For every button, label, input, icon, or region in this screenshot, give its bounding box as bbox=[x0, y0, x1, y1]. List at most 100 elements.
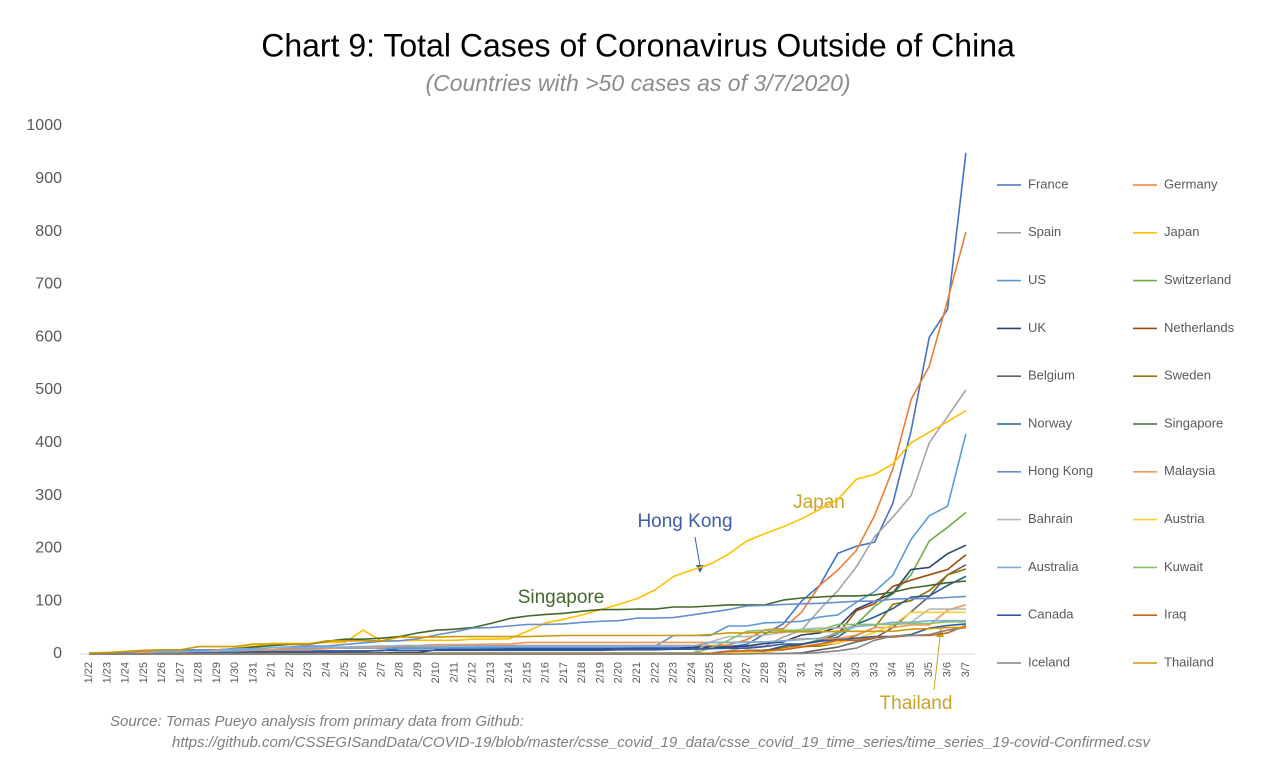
legend-label: US bbox=[1028, 272, 1046, 287]
x-tick-label: 1/26 bbox=[156, 662, 168, 683]
x-tick-label: 2/26 bbox=[722, 662, 734, 683]
annotation: Hong Kong bbox=[637, 511, 732, 532]
y-tick-label: 900 bbox=[35, 170, 62, 187]
x-tick-label: 2/8 bbox=[394, 662, 406, 677]
x-tick-label: 2/15 bbox=[521, 662, 533, 683]
series-line bbox=[89, 623, 966, 655]
source-line: Source: Tomas Pueyo analysis from primar… bbox=[110, 713, 524, 730]
source-line: https://github.com/CSSEGISandData/COVID-… bbox=[172, 734, 1151, 751]
legend-label: Iraq bbox=[1164, 607, 1186, 622]
x-tick-label: 2/17 bbox=[558, 662, 570, 683]
x-tick-label: 2/12 bbox=[467, 662, 479, 683]
x-tick-label: 1/22 bbox=[83, 662, 95, 683]
x-tick-label: 2/10 bbox=[430, 662, 442, 683]
legend-label: Belgium bbox=[1028, 368, 1075, 383]
legend-label: UK bbox=[1028, 320, 1046, 335]
legend-label: Canada bbox=[1028, 607, 1074, 622]
x-tick-label: 2/1 bbox=[266, 662, 278, 677]
x-tick-label: 1/24 bbox=[120, 662, 132, 683]
annotation-arrow bbox=[694, 536, 701, 567]
legend-label: Switzerland bbox=[1164, 272, 1231, 287]
x-tick-label: 2/28 bbox=[759, 662, 771, 683]
x-tick-label: 1/31 bbox=[247, 662, 259, 683]
y-tick-label: 200 bbox=[35, 540, 62, 557]
x-tick-label: 2/9 bbox=[412, 662, 424, 677]
x-tick-label: 3/7 bbox=[960, 662, 972, 677]
y-tick-label: 400 bbox=[35, 434, 62, 451]
legend-label: Netherlands bbox=[1164, 320, 1235, 335]
annotation-arrow bbox=[933, 635, 941, 691]
x-tick-label: 1/28 bbox=[193, 662, 205, 683]
x-tick-label: 3/6 bbox=[942, 662, 954, 677]
y-tick-label: 300 bbox=[35, 487, 62, 504]
x-tick-label: 3/3 bbox=[868, 662, 880, 677]
legend-label: Austria bbox=[1164, 511, 1205, 526]
x-tick-label: 2/19 bbox=[594, 662, 606, 683]
annotation: Thailand bbox=[880, 693, 953, 714]
x-tick-label: 3/1 bbox=[814, 662, 826, 677]
x-tick-label: 2/29 bbox=[777, 662, 789, 683]
legend-label: Germany bbox=[1164, 176, 1218, 191]
annotation: Japan bbox=[793, 492, 845, 513]
x-tick-label: 3/2 bbox=[832, 662, 844, 677]
x-tick-label: 2/24 bbox=[686, 662, 698, 683]
x-tick-label: 2/6 bbox=[357, 662, 369, 677]
y-tick-label: 700 bbox=[35, 276, 62, 293]
x-tick-label: 1/23 bbox=[101, 662, 113, 683]
legend-label: Malaysia bbox=[1164, 463, 1216, 478]
legend-label: Spain bbox=[1028, 224, 1061, 239]
x-tick-label: 3/5 bbox=[923, 662, 935, 677]
legend-label: Bahrain bbox=[1028, 511, 1073, 526]
legend-label: Sweden bbox=[1164, 368, 1211, 383]
x-tick-label: 2/16 bbox=[540, 662, 552, 683]
y-tick-label: 500 bbox=[35, 381, 62, 398]
x-tick-label: 2/11 bbox=[448, 662, 460, 683]
series-line bbox=[89, 619, 966, 655]
series-line bbox=[89, 626, 966, 654]
legend-label: Singapore bbox=[1164, 415, 1223, 430]
legend-label: France bbox=[1028, 176, 1068, 191]
y-tick-label: 600 bbox=[35, 328, 62, 345]
x-tick-label: 3/4 bbox=[887, 662, 899, 677]
x-tick-label: 2/3 bbox=[302, 662, 314, 677]
series-line bbox=[89, 433, 967, 655]
x-tick-label: 1/25 bbox=[138, 662, 150, 683]
x-tick-label: 2/2 bbox=[284, 662, 296, 677]
x-tick-label: 2/23 bbox=[668, 662, 680, 683]
x-tick-label: 2/13 bbox=[485, 662, 497, 683]
x-tick-label: 2/5 bbox=[339, 662, 351, 677]
series-line bbox=[89, 626, 967, 655]
legend-label: Japan bbox=[1164, 224, 1199, 239]
x-tick-label: 3/1 bbox=[795, 662, 807, 677]
series-line bbox=[89, 152, 967, 655]
x-tick-label: 1/27 bbox=[174, 662, 186, 683]
series-line bbox=[89, 409, 967, 655]
chart-title: Chart 9: Total Cases of Coronavirus Outs… bbox=[261, 27, 1015, 63]
legend-label: Australia bbox=[1028, 559, 1079, 574]
x-tick-label: 2/18 bbox=[576, 662, 588, 683]
y-tick-label: 0 bbox=[53, 645, 62, 662]
x-tick-label: 2/4 bbox=[320, 662, 332, 677]
y-tick-label: 1000 bbox=[26, 117, 62, 134]
x-tick-label: 2/22 bbox=[649, 662, 661, 683]
x-tick-label: 2/21 bbox=[631, 662, 643, 683]
y-tick-label: 800 bbox=[35, 223, 62, 240]
legend-label: Hong Kong bbox=[1028, 463, 1093, 478]
series-line bbox=[89, 389, 967, 655]
chart-subtitle: (Countries with >50 cases as of 3/7/2020… bbox=[425, 70, 850, 96]
legend-label: Thailand bbox=[1164, 654, 1214, 669]
x-tick-label: 2/20 bbox=[613, 662, 625, 683]
legend-label: Norway bbox=[1028, 415, 1073, 430]
y-tick-label: 100 bbox=[35, 592, 62, 609]
legend-label: Iceland bbox=[1028, 654, 1070, 669]
x-tick-label: 1/29 bbox=[211, 662, 223, 683]
x-tick-label: 2/14 bbox=[503, 662, 515, 683]
legend-label: Kuwait bbox=[1164, 559, 1203, 574]
x-tick-label: 1/30 bbox=[229, 662, 241, 683]
x-tick-label: 3/3 bbox=[850, 662, 862, 677]
annotation: Singapore bbox=[518, 587, 605, 608]
x-tick-label: 2/25 bbox=[704, 662, 716, 683]
series-line bbox=[89, 511, 967, 655]
x-tick-label: 2/27 bbox=[741, 662, 753, 683]
